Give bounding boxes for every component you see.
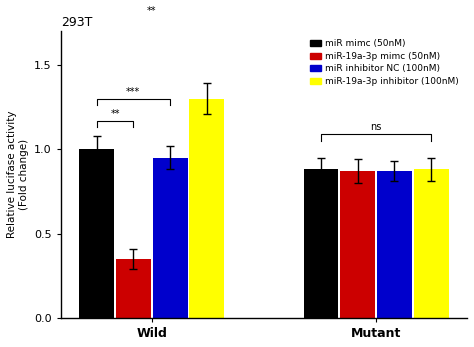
Legend: miR mimc (50nM), miR-19a-3p mimc (50nM), miR inhibitor NC (100nM), miR-19a-3p in: miR mimc (50nM), miR-19a-3p mimc (50nM),… [306, 36, 463, 90]
Bar [303, 169, 338, 318]
Text: 293T: 293T [61, 16, 92, 28]
Bar [189, 99, 224, 318]
Bar [153, 158, 188, 318]
Bar [116, 259, 151, 318]
Text: **: ** [147, 6, 156, 16]
Text: ***: *** [126, 87, 140, 97]
Bar [414, 169, 448, 318]
Bar [79, 149, 114, 318]
Bar [377, 171, 412, 318]
Bar [340, 171, 375, 318]
Y-axis label: Relative lucifase activity
(Fold change): Relative lucifase activity (Fold change) [7, 111, 28, 238]
Text: ns: ns [370, 122, 382, 132]
Text: **: ** [110, 109, 120, 119]
